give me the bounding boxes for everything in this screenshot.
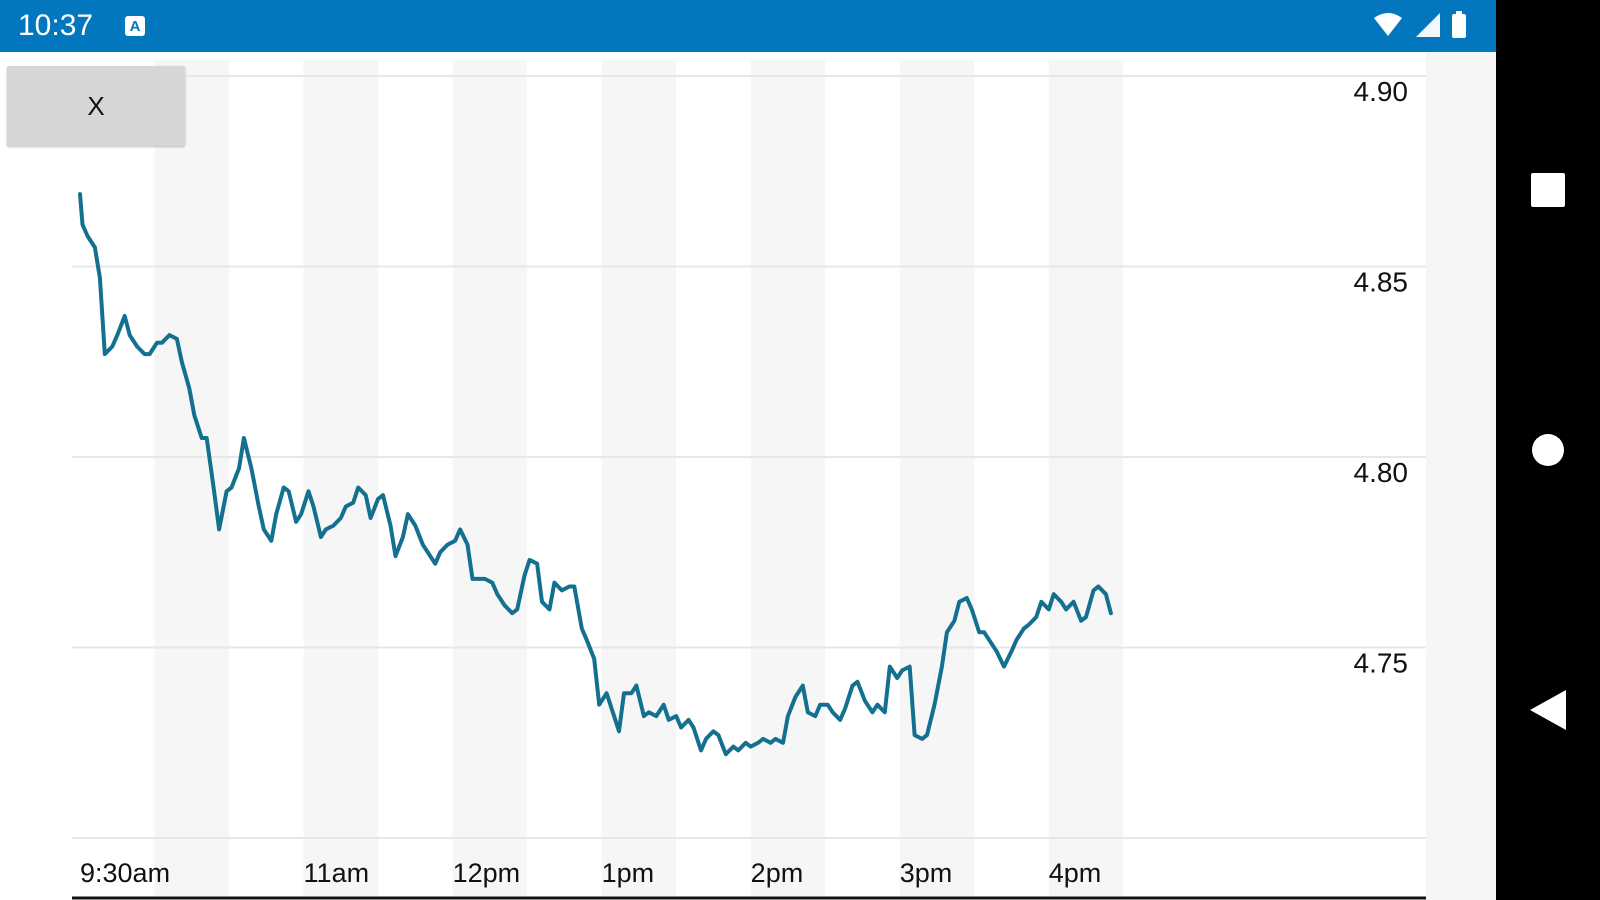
chart-background-bands: [154, 52, 1496, 900]
x-tick-label: 4pm: [1049, 858, 1102, 888]
battery-icon: [1452, 14, 1466, 38]
chart-band: [1048, 60, 1124, 896]
y-axis-tick-labels: 4.90 4.85 4.80 4.75: [1354, 76, 1409, 679]
y-tick-label: 4.80: [1354, 457, 1409, 488]
x-tick-label: 3pm: [900, 858, 953, 888]
home-circle-icon[interactable]: [1496, 410, 1600, 490]
price-line-chart: 4.90 4.85 4.80 4.75 9:30am 11am 12pm 1pm…: [72, 52, 1496, 900]
x-tick-label: 2pm: [751, 858, 804, 888]
chart-band: [601, 60, 677, 896]
x-tick-label: 9:30am: [80, 858, 170, 888]
close-chart-button[interactable]: X: [7, 66, 185, 146]
chart-band: [750, 60, 826, 896]
x-tick-label: 11am: [304, 858, 370, 888]
chart-right-margin: [1426, 52, 1496, 900]
navigation-bar: [1496, 0, 1600, 900]
status-time: 10:37: [18, 9, 94, 42]
x-tick-label: 1pm: [602, 858, 655, 888]
battery-cap: [1456, 11, 1462, 15]
chart-gridlines: [72, 75, 1426, 839]
overview-square-icon[interactable]: [1496, 150, 1600, 230]
price-series-line: [78, 192, 1113, 757]
x-axis-tick-labels: 9:30am 11am 12pm 1pm 2pm 3pm 4pm: [80, 858, 1101, 888]
app-screen: 10:37 A 4.90 4.85 4.80 4.75 9:30am 11am …: [0, 0, 1496, 900]
app-notification-icon: A: [125, 16, 145, 36]
chart-band: [452, 60, 528, 896]
y-tick-label: 4.85: [1354, 267, 1409, 298]
wifi-icon: [1374, 13, 1402, 36]
chart-area: 4.90 4.85 4.80 4.75 9:30am 11am 12pm 1pm…: [0, 52, 1496, 900]
app-notification-letter: A: [129, 18, 141, 35]
chart-band: [899, 60, 975, 896]
y-tick-label: 4.75: [1354, 648, 1409, 679]
status-bar: 10:37 A: [0, 0, 1496, 52]
system-status-icons: [1374, 11, 1466, 38]
chart-band: [154, 60, 230, 896]
chart-band: [303, 60, 379, 896]
cell-signal-icon: [1416, 13, 1440, 37]
y-tick-label: 4.90: [1354, 76, 1409, 107]
x-tick-label: 12pm: [453, 858, 521, 888]
back-triangle-icon[interactable]: [1496, 670, 1600, 750]
